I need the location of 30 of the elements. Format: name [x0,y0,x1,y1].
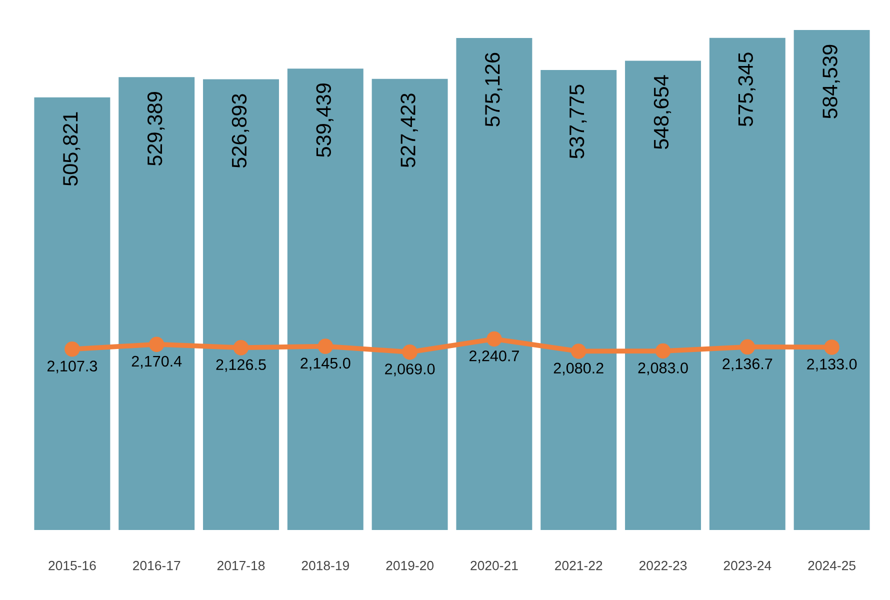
data-label: 539,439 [316,83,334,157]
data-label: 2,069.0 [385,364,435,376]
x-tick-label: 2017-18 [217,560,265,570]
data-label: 2,145.0 [300,358,350,370]
x-tick-label: 2020-21 [470,560,518,570]
data-label: 2,170.4 [132,356,182,368]
data-label: 537,775 [569,84,587,158]
x-tick-label: 2022-23 [639,560,687,570]
x-tick-label: 2023-24 [724,560,772,570]
data-label: 529,389 [147,92,165,166]
data-label: 527,423 [400,94,418,168]
data-label: 2,107.3 [47,360,98,374]
data-label: 2,083.0 [638,362,688,376]
data-label: 584,539 [822,44,840,118]
x-tick-label: 2021-22 [555,560,602,570]
x-tick-label: 2016-17 [133,560,180,570]
data-label: 505,821 [63,112,80,186]
data-label: 526,893 [232,94,250,168]
data-label: 548,654 [654,75,672,150]
x-tick-label: 2018-19 [302,560,349,570]
data-label: 2,080.2 [554,362,604,376]
data-label: 575,345 [738,52,756,126]
x-tick-label: 2024-25 [808,560,856,570]
x-tick-label: 2015-16 [48,560,96,570]
data-label: 2,240.7 [469,350,519,364]
data-label: 575,126 [485,52,502,126]
x-tick-label: 2019-20 [386,560,434,570]
data-label: 2,126.5 [216,359,266,372]
data-label: 2,133.0 [807,358,857,372]
data-label: 2,136.7 [722,358,772,372]
